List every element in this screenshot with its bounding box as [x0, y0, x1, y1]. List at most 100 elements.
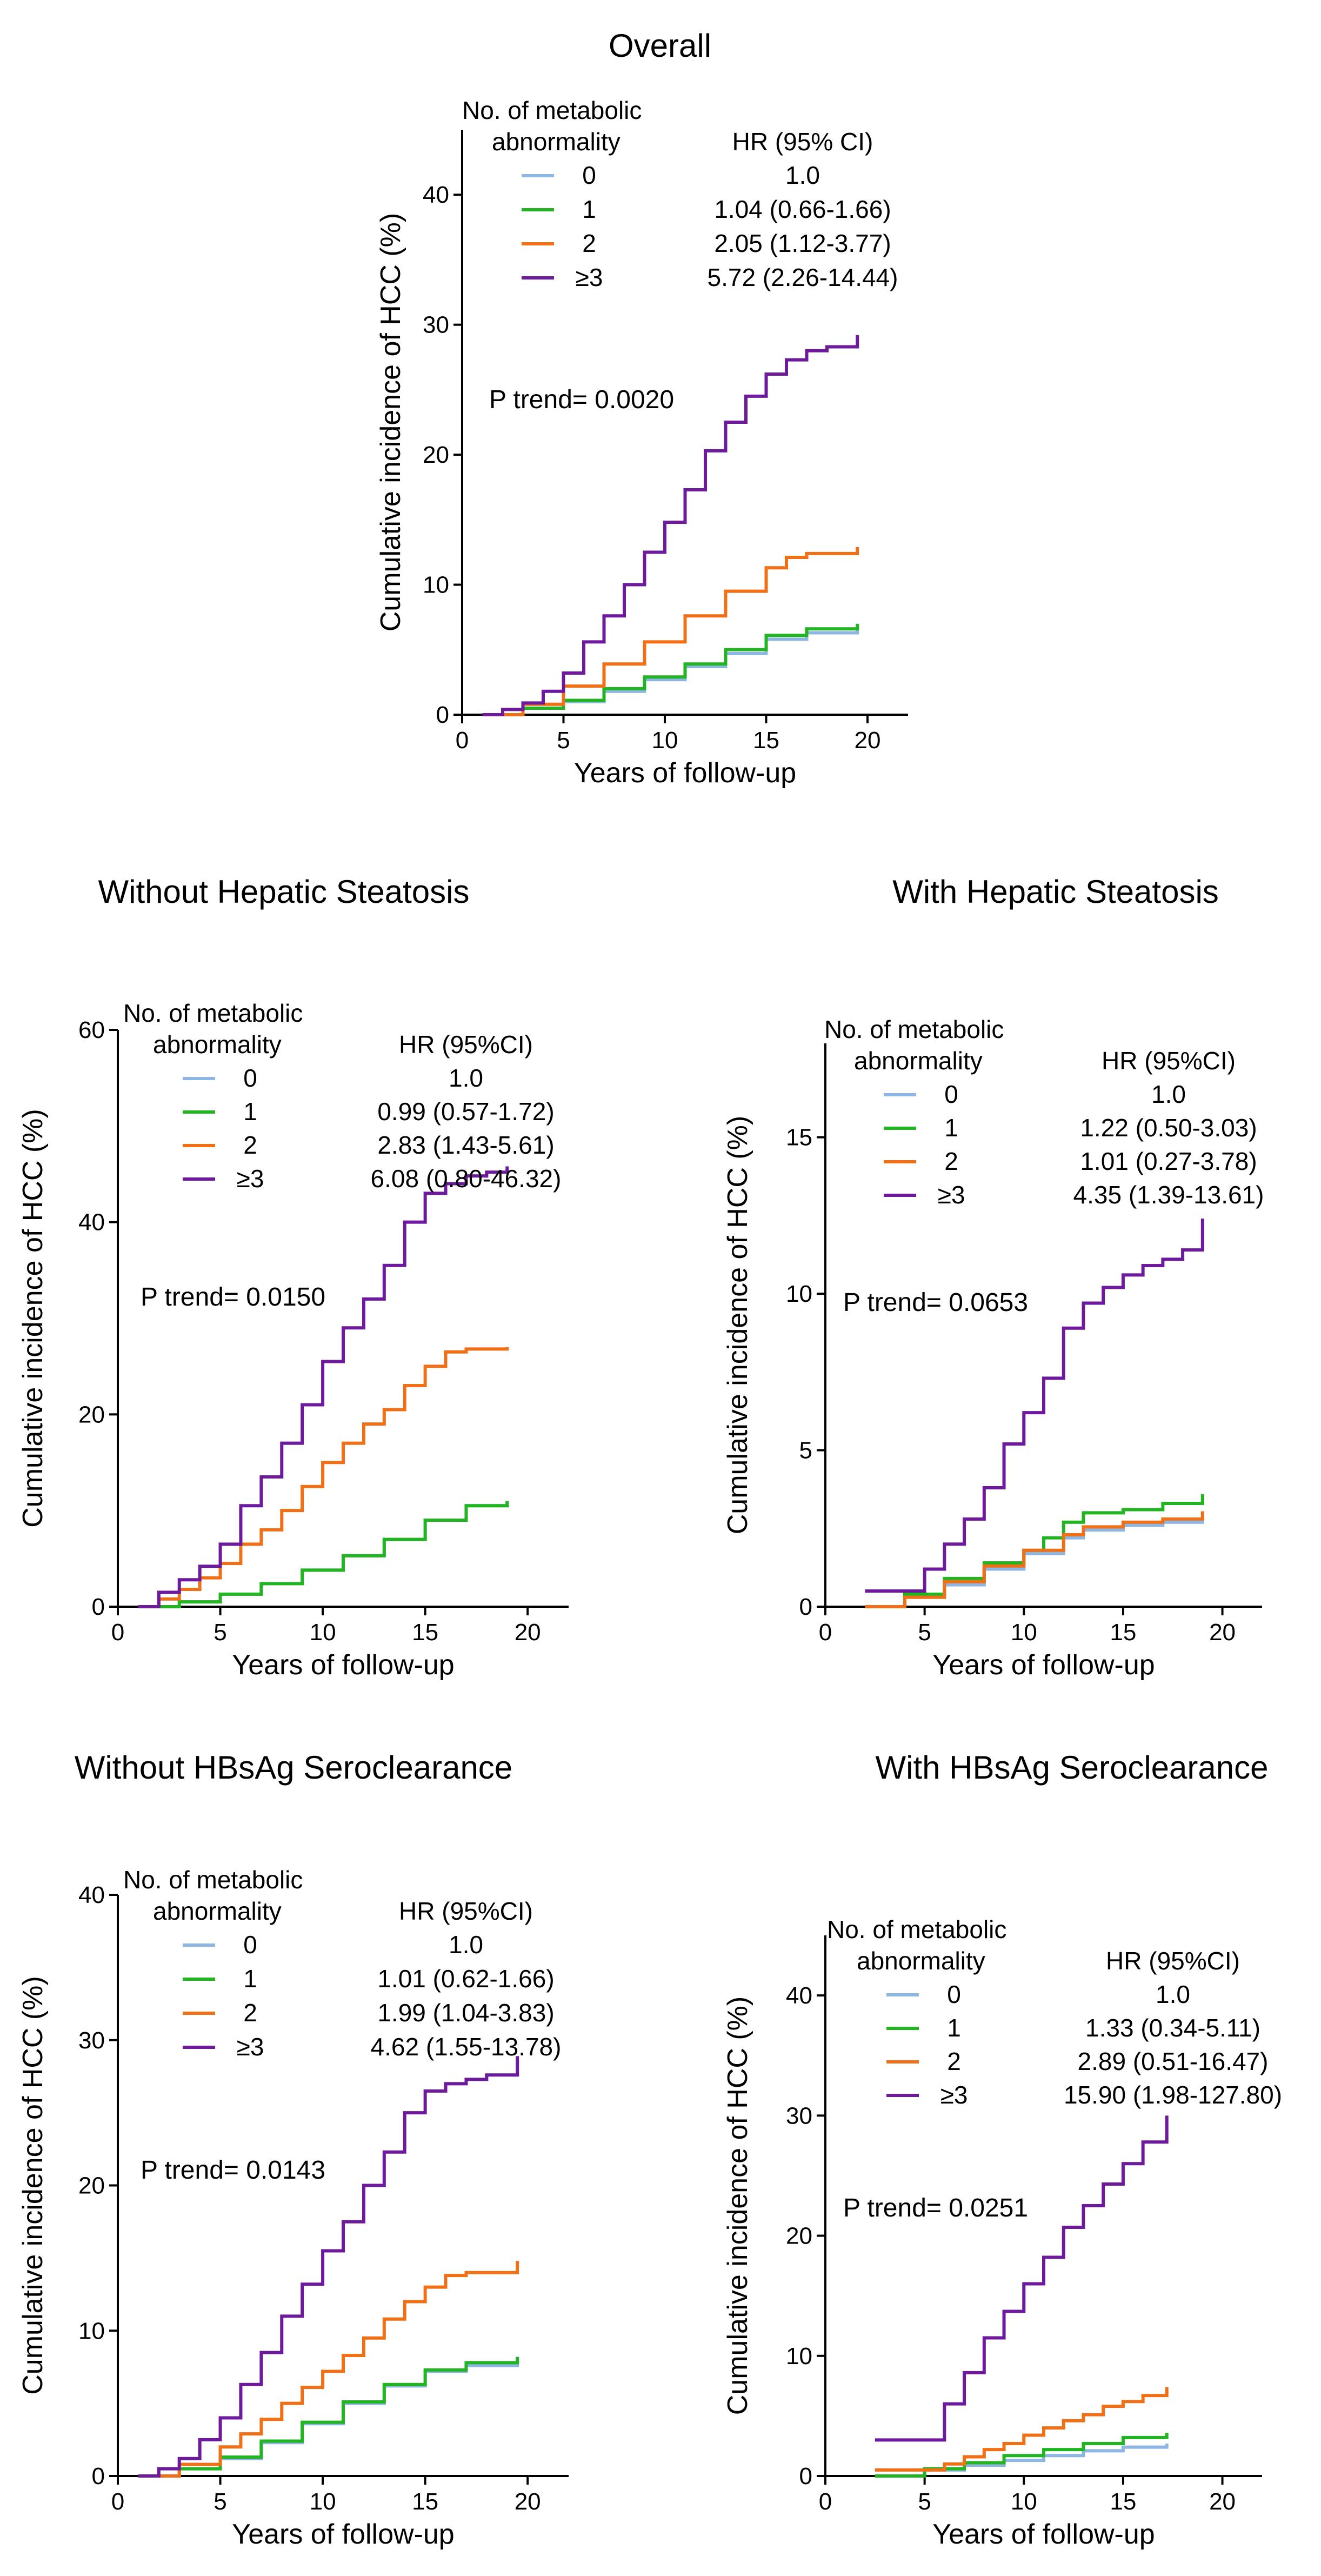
- x-tick-label: 5: [214, 1619, 226, 1646]
- legend: No. of metabolic abnormality HR (95%CI) 0 1.…: [123, 999, 561, 1193]
- y-tick-label: 40: [78, 1209, 105, 1236]
- legend-group-label: 1: [944, 1114, 958, 1142]
- chart-title: With HBsAg Seroclearance: [876, 1749, 1269, 1786]
- legend-hr-value: 1.04 (0.66-1.66): [714, 195, 891, 223]
- legend-hr-value: 1.0: [1156, 1980, 1190, 2008]
- x-tick-label: 20: [1209, 2488, 1236, 2515]
- y-tick-label: 30: [78, 2027, 105, 2054]
- y-tick-label: 20: [78, 1401, 105, 1428]
- legend-hr-value: 4.35 (1.39-13.61): [1073, 1181, 1264, 1209]
- legend-header-line1: No. of metabolic: [462, 96, 642, 124]
- y-tick-label: 20: [78, 2173, 105, 2199]
- legend-group-label: 1: [947, 2014, 961, 2042]
- legend-group-label: 0: [243, 1064, 257, 1092]
- y-tick-label: 0: [92, 1594, 105, 1620]
- x-tick-label: 5: [918, 1619, 931, 1646]
- y-tick-label: 40: [78, 1882, 105, 1908]
- x-tick-label: 20: [855, 727, 881, 754]
- legend-group-label: 0: [947, 1980, 961, 2008]
- y-tick-label: 0: [436, 702, 449, 728]
- x-axis-label: Years of follow-up: [932, 1649, 1155, 1681]
- legend-group-label: 2: [243, 1131, 257, 1159]
- legend-hr-header: HR (95%CI): [1106, 1947, 1240, 1975]
- x-axis-label: Years of follow-up: [232, 1649, 454, 1681]
- x-axis-label: Years of follow-up: [574, 757, 796, 789]
- x-tick-label: 10: [310, 1619, 336, 1646]
- legend-group-label: ≥3: [237, 2033, 264, 2061]
- y-axis-label: Cumulative incidence of HCC (%): [375, 213, 406, 632]
- x-tick-label: 5: [918, 2488, 931, 2515]
- legend-hr-value: 15.90 (1.98-127.80): [1064, 2081, 1282, 2109]
- legend-group-label: 0: [582, 161, 596, 189]
- y-tick-label: 30: [786, 2102, 812, 2129]
- series-line-2: [482, 547, 859, 716]
- legend-hr-value: 2.89 (0.51-16.47): [1078, 2047, 1269, 2075]
- legend: No. of metabolic abnormality HR (95%CI) 0 1.…: [827, 1915, 1282, 2109]
- legend-group-label: 2: [947, 2047, 961, 2075]
- x-axis-label: Years of follow-up: [932, 2519, 1155, 2550]
- legend-group-label: ≥3: [938, 1181, 965, 1209]
- y-tick-label: 10: [423, 572, 449, 598]
- series-line-2: [865, 1511, 1204, 1608]
- legend-hr-value: 1.0: [449, 1064, 483, 1092]
- legend-hr-header: HR (95%CI): [399, 1030, 533, 1059]
- p-trend-annotation: P trend= 0.0653: [843, 1288, 1028, 1317]
- legend-hr-header: HR (95%CI): [1102, 1047, 1236, 1075]
- legend-hr-value: 5.72 (2.26-14.44): [708, 263, 898, 291]
- legend-group-label: ≥3: [237, 1164, 264, 1193]
- legend-group-label: 2: [944, 1147, 958, 1175]
- legend: No. of metabolic abnormality HR (95%CI) 0 1.…: [123, 1866, 561, 2061]
- series-line-ge3: [875, 2115, 1169, 2442]
- y-tick-label: 0: [92, 2463, 105, 2490]
- y-axis-label: Cumulative incidence of HCC (%): [17, 1109, 49, 1528]
- legend-header-line1: No. of metabolic: [123, 1866, 303, 1894]
- legend-group-label: 0: [243, 1931, 257, 1959]
- x-tick-label: 0: [111, 1619, 124, 1646]
- legend-hr-value: 2.83 (1.43-5.61): [377, 1131, 554, 1159]
- y-tick-label: 0: [799, 1594, 812, 1620]
- x-tick-label: 15: [1110, 2488, 1136, 2515]
- chart-title: Without HBsAg Seroclearance: [75, 1749, 512, 1786]
- x-tick-label: 0: [819, 2488, 832, 2515]
- p-trend-annotation: P trend= 0.0143: [141, 2156, 325, 2185]
- y-tick-label: 40: [786, 1982, 812, 2009]
- y-tick-label: 15: [786, 1124, 812, 1151]
- y-tick-label: 10: [786, 1281, 812, 1307]
- legend-hr-value: 1.0: [785, 161, 820, 189]
- legend-hr-value: 1.22 (0.50-3.03): [1080, 1114, 1257, 1142]
- legend-group-label: 0: [944, 1080, 958, 1108]
- legend-group-label: 1: [582, 195, 596, 223]
- legend-header-line1: No. of metabolic: [824, 1015, 1004, 1043]
- y-tick-label: 10: [786, 2343, 812, 2369]
- y-tick-label: 5: [799, 1437, 812, 1464]
- legend-header-line1: No. of metabolic: [123, 999, 303, 1027]
- legend-hr-value: 1.0: [449, 1931, 483, 1959]
- legend: No. of metabolic abnormality HR (95%CI) 0 1.…: [824, 1015, 1264, 1209]
- y-axis-label: Cumulative incidence of HCC (%): [722, 1996, 753, 2415]
- legend-group-label: 1: [243, 1965, 257, 1993]
- chart-title: Without Hepatic Steatosis: [98, 874, 470, 910]
- legend: No. of metabolic abnormality HR (95% CI) 0 1…: [462, 96, 898, 291]
- y-tick-label: 20: [786, 2223, 812, 2249]
- x-tick-label: 5: [557, 727, 570, 754]
- legend-hr-value: 1.99 (1.04-3.83): [377, 1999, 554, 2027]
- legend-group-label: 2: [243, 1999, 257, 2027]
- y-axis-label: Cumulative incidence of HCC (%): [17, 1976, 49, 2395]
- legend-hr-value: 1.01 (0.27-3.78): [1080, 1147, 1257, 1175]
- y-tick-label: 30: [423, 312, 449, 338]
- legend-hr-value: 0.99 (0.57-1.72): [377, 1097, 554, 1126]
- series-line-2: [875, 2387, 1169, 2472]
- legend-hr-value: 1.33 (0.34-5.11): [1085, 2014, 1260, 2042]
- p-trend-annotation: P trend= 0.0020: [489, 385, 674, 414]
- x-tick-label: 15: [753, 727, 779, 754]
- p-trend-annotation: P trend= 0.0251: [843, 2194, 1028, 2222]
- legend-group-label: 1: [243, 1097, 257, 1126]
- legend-group-label: 2: [582, 229, 596, 257]
- legend-header-line2: abnormality: [492, 128, 621, 156]
- x-tick-label: 10: [652, 727, 678, 754]
